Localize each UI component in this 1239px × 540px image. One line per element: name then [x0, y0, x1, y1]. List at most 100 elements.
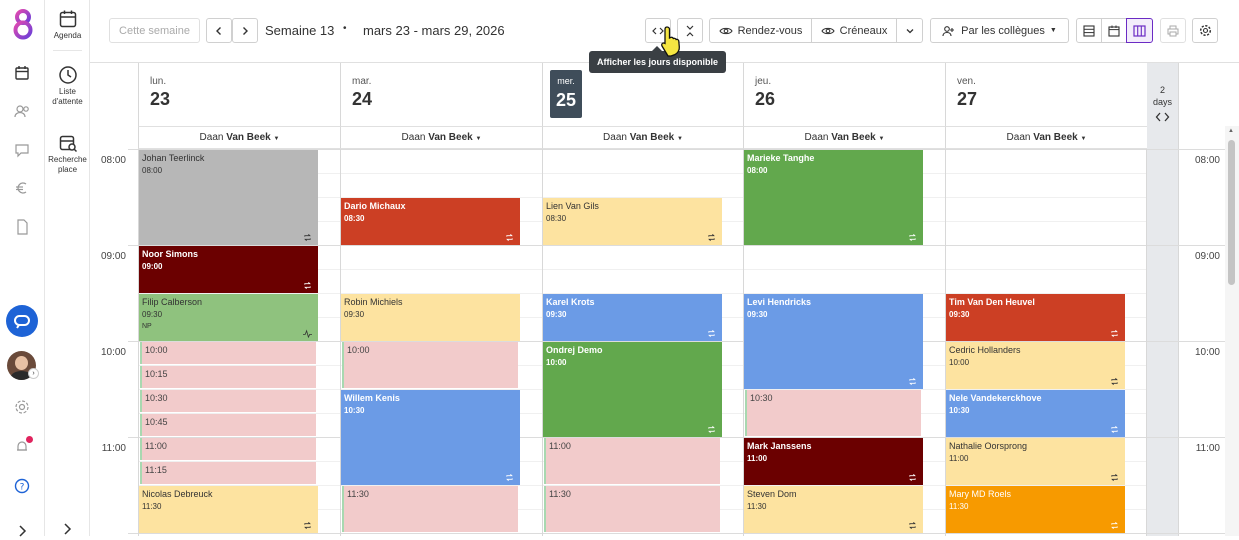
print-button[interactable] — [1160, 18, 1186, 43]
agenda-sidebar: Agenda Liste d'attente Recherche place — [45, 0, 90, 536]
appointment[interactable]: Johan Teerlinck 08:00 — [139, 150, 318, 245]
day-view-button[interactable] — [1101, 18, 1127, 43]
colleagues-dropdown[interactable]: Par les collègues ▼ — [930, 18, 1069, 43]
appointment[interactable]: Robin Michiels 09:30 — [341, 294, 520, 341]
appointment[interactable]: Nathalie Oorsprong 11:00 — [946, 438, 1125, 485]
week-view-button[interactable] — [1126, 18, 1153, 43]
day-column-thu[interactable] — [743, 149, 945, 536]
day-name: mer. — [557, 76, 575, 86]
patient-name: Filip Calberson — [142, 297, 203, 307]
appointment-time: 10:30 — [344, 406, 365, 415]
day-column-tue[interactable] — [340, 149, 542, 536]
free-slot[interactable]: 10:30 — [140, 390, 316, 412]
caret-down-icon: ▼ — [1049, 27, 1057, 34]
free-slot[interactable]: 10:30 — [745, 390, 921, 436]
scrollbar-thumb[interactable] — [1228, 140, 1235, 285]
free-slot[interactable]: 10:15 — [140, 366, 316, 388]
day-header-fri[interactable]: ven. 27 — [945, 63, 1147, 126]
appointment[interactable]: Tim Van Den Heuvel 09:30 — [946, 294, 1125, 341]
free-slot[interactable]: 10:45 — [140, 414, 316, 436]
scroll-up-arrow-icon[interactable]: ▲ — [1228, 128, 1234, 134]
appointment[interactable]: Noor Simons 09:00 — [139, 246, 318, 293]
appointment[interactable]: Willem Kenis 10:30 — [341, 390, 520, 485]
appointment[interactable]: Nele Vandekerckhove 10:30 — [946, 390, 1125, 437]
chat-icon[interactable] — [13, 141, 31, 159]
avatar[interactable] — [7, 351, 36, 380]
free-slot[interactable]: 10:00 — [342, 342, 518, 388]
appointment[interactable]: Filip Calberson 09:30 NP — [139, 294, 318, 341]
appointment[interactable]: Lien Van Gils 08:30 — [543, 198, 722, 245]
day-header-wed[interactable]: mer. 25 — [542, 63, 743, 126]
list-view-button[interactable] — [1076, 18, 1102, 43]
view-options-dropdown[interactable] — [896, 18, 923, 43]
settings-icon[interactable] — [13, 398, 31, 416]
day-column-mon[interactable] — [138, 149, 340, 536]
help-icon[interactable]: ? — [13, 477, 31, 495]
day-header-thu[interactable]: jeu. 26 — [743, 63, 945, 126]
hidden-days-column[interactable]: 2 days — [1147, 63, 1178, 536]
caret-down-icon: ▼ — [878, 136, 885, 142]
appointment[interactable]: Dario Michaux 08:30 — [341, 198, 520, 245]
scrollbar-track[interactable]: ▲ — [1225, 126, 1239, 536]
collapse-sidebar-icon[interactable] — [59, 521, 75, 537]
appointment[interactable]: Cedric Hollanders 10:00 — [946, 342, 1125, 389]
patient-name: Mark Janssens — [747, 441, 812, 451]
appointment[interactable]: Ondrej Demo 10:00 — [543, 342, 722, 437]
appointment[interactable]: Mark Janssens 11:00 — [744, 438, 923, 485]
slot-time: 11:30 — [347, 489, 369, 499]
avatar-chevron-icon[interactable]: › — [28, 368, 39, 379]
next-week-button[interactable] — [232, 18, 258, 43]
users-icon[interactable] — [13, 102, 31, 120]
repeat-icon — [1111, 474, 1118, 481]
sidebar-item-agenda[interactable]: Agenda — [45, 9, 90, 41]
calendar-settings-button[interactable] — [1192, 18, 1218, 43]
caret-down-icon: ▼ — [475, 136, 482, 142]
appointment[interactable]: Levi Hendricks 09:30 — [744, 294, 923, 389]
euro-icon[interactable] — [13, 179, 31, 197]
free-slot[interactable]: 11:00 — [544, 438, 720, 484]
document-icon[interactable] — [13, 218, 31, 236]
appointment[interactable]: Karel Krots 09:30 — [543, 294, 722, 341]
day-column-wed[interactable] — [542, 149, 743, 536]
free-slot[interactable]: 10:00 — [140, 342, 316, 364]
bell-icon[interactable] — [13, 437, 31, 455]
expand-nav-icon[interactable] — [13, 522, 31, 540]
expand-horizontal-icon[interactable] — [1155, 111, 1170, 123]
this-week-button[interactable]: Cette semaine — [109, 18, 200, 43]
appointment-time: 09:30 — [344, 310, 365, 319]
day-header-tue[interactable]: mar. 24 — [340, 63, 542, 126]
appointment[interactable]: Steven Dom 11:30 — [744, 486, 923, 533]
appointment[interactable]: Marieke Tanghe 08:00 — [744, 150, 923, 245]
practitioner-filter-wed[interactable]: Daan Van Beek ▼ — [542, 126, 743, 149]
sidebar-item-waitlist[interactable]: Liste d'attente — [45, 65, 90, 107]
practitioner-filter-fri[interactable]: Daan Van Beek ▼ — [945, 126, 1147, 149]
free-slot[interactable]: 11:15 — [140, 462, 316, 484]
app-logo-icon[interactable] — [9, 8, 37, 40]
slots-toggle[interactable]: Créneaux — [811, 18, 897, 43]
practitioner-filter-thu[interactable]: Daan Van Beek ▼ — [743, 126, 945, 149]
practitioner-last-name: Van Beek — [831, 132, 876, 143]
day-column-fri[interactable] — [945, 149, 1147, 536]
appointments-toggle[interactable]: Rendez-vous — [709, 18, 812, 43]
appointment-time: 08:00 — [747, 166, 768, 175]
hand-cursor-icon — [661, 26, 680, 57]
support-chat-button[interactable] — [6, 305, 38, 337]
appointment[interactable]: Mary MD Roels 11:30 — [946, 486, 1125, 533]
practitioner-filter-tue[interactable]: Daan Van Beek ▼ — [340, 126, 542, 149]
patient-name: Steven Dom — [747, 489, 797, 499]
day-name: lun. — [150, 76, 167, 87]
free-slot[interactable]: 11:00 — [140, 438, 316, 460]
appointment[interactable]: Nicolas Debreuck 11:30 — [139, 486, 318, 533]
free-slot[interactable]: 11:30 — [544, 486, 720, 532]
previous-week-button[interactable] — [206, 18, 232, 43]
sidebar-item-search-place[interactable]: Recherche place — [45, 133, 90, 175]
day-header-mon[interactable]: lun. 23 — [138, 63, 340, 126]
list-view-icon — [1083, 24, 1095, 37]
repeat-icon — [909, 474, 916, 481]
time-label: 08:00 — [100, 155, 126, 166]
free-slot[interactable]: 11:30 — [342, 486, 518, 532]
collapse-hours-button[interactable] — [677, 18, 703, 43]
calendar-icon[interactable] — [13, 64, 31, 82]
hour-line — [128, 149, 1225, 150]
practitioner-filter-mon[interactable]: Daan Van Beek ▼ — [138, 126, 340, 149]
